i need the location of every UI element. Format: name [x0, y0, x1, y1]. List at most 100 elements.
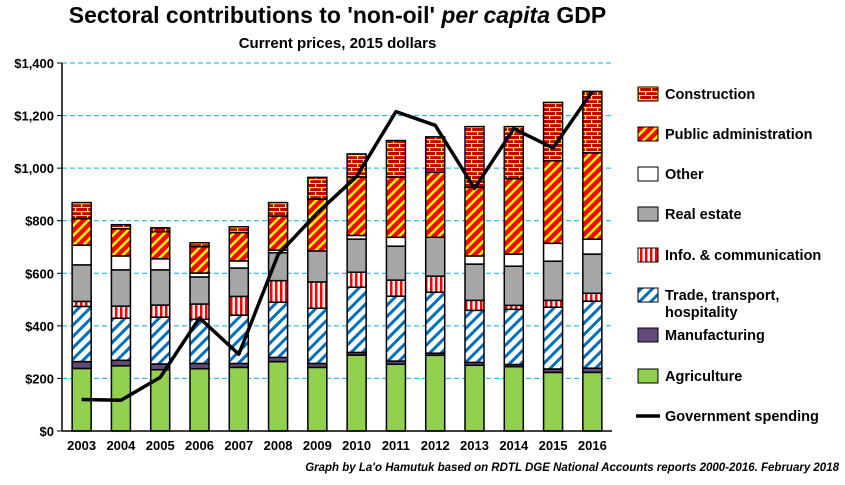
bar-segment-construction-2009 — [307, 176, 328, 200]
bar-segment-agriculture-2016 — [582, 371, 603, 432]
legend-label: Construction — [665, 87, 755, 103]
legend-swatch — [637, 86, 659, 102]
bar-segment-real-estate-2004 — [110, 269, 132, 307]
title-part: GDP — [549, 2, 607, 28]
bar-segment-other-2015 — [542, 242, 564, 262]
bar-segment-public-administration-2003 — [71, 217, 92, 246]
bar-segment-info-communication-2010 — [346, 271, 367, 288]
bar-segment-info-communication-2009 — [307, 281, 328, 309]
bar-segment-agriculture-2011 — [385, 363, 407, 432]
chart-footer: Graph by La'o Hamutuk based on RDTL DGE … — [305, 462, 839, 474]
bar-segment-agriculture-2009 — [307, 366, 328, 432]
bar-segment-trade-transport-hospitality-2004 — [110, 317, 132, 362]
bar-segment-manufacturing-2004 — [110, 359, 132, 367]
y-tick-label: $400 — [25, 319, 54, 334]
bar-segment-public-administration-2007 — [228, 231, 250, 262]
bar-segment-info-communication-2005 — [149, 304, 171, 318]
bar-segment-real-estate-2015 — [542, 260, 564, 302]
bar-segment-public-administration-2011 — [385, 176, 407, 239]
bar-segment-real-estate-2007 — [228, 267, 250, 298]
x-tick-label: 2005 — [146, 438, 175, 453]
bar-segment-agriculture-2014 — [503, 365, 525, 432]
bar-segment-trade-transport-hospitality-2010 — [346, 286, 367, 354]
y-tick-label: $200 — [25, 371, 54, 386]
legend-swatch — [637, 287, 659, 303]
bar-segment-construction-2004 — [110, 223, 132, 230]
y-tick-label: $1,200 — [14, 109, 54, 124]
legend-label: Trade, transport, hospitality — [665, 288, 779, 321]
bar-segment-real-estate-2011 — [385, 245, 407, 281]
bar-segment-agriculture-2013 — [464, 364, 485, 432]
bar-segment-trade-transport-hospitality-2008 — [267, 301, 289, 359]
y-tick-label: $1,400 — [14, 56, 54, 71]
bar-segment-real-estate-2009 — [307, 250, 328, 283]
bar-segment-agriculture-2007 — [228, 366, 250, 432]
bar-segment-other-2011 — [385, 236, 407, 247]
bar-segment-real-estate-2005 — [149, 269, 171, 306]
bar-segment-info-communication-2008 — [267, 279, 289, 303]
bar-segment-other-2014 — [503, 253, 525, 267]
x-tick-label: 2004 — [106, 438, 136, 453]
bar-segment-public-administration-2014 — [503, 177, 525, 255]
x-tick-label: 2016 — [578, 438, 607, 453]
bar-segment-agriculture-2010 — [346, 354, 367, 432]
bar-segment-trade-transport-hospitality-2003 — [71, 305, 92, 363]
bar-segment-info-communication-2012 — [424, 275, 446, 293]
title-part: Sectoral contributions to 'non-oil' — [68, 2, 442, 28]
bar-segment-agriculture-2008 — [267, 360, 289, 432]
bar-segment-other-2004 — [110, 255, 132, 271]
chart-subtitle: Current prices, 2015 dollars — [238, 35, 437, 52]
bar-segment-trade-transport-hospitality-2013 — [464, 309, 485, 364]
legend-swatch — [637, 247, 659, 263]
legend-label: Other — [665, 167, 704, 183]
bar-segment-public-administration-2013 — [464, 186, 485, 257]
bar-segment-agriculture-2012 — [424, 354, 446, 432]
bar-segment-construction-2014 — [503, 125, 525, 180]
bar-segment-trade-transport-hospitality-2015 — [542, 306, 564, 370]
legend-label: Public administration — [665, 127, 812, 143]
bar-segment-real-estate-2014 — [503, 265, 525, 307]
bar-segment-trade-transport-hospitality-2014 — [503, 308, 525, 366]
bar-segment-trade-transport-hospitality-2009 — [307, 307, 328, 365]
bar-segment-public-administration-2015 — [542, 160, 564, 245]
bar-segment-other-2016 — [582, 238, 603, 255]
bar-segment-construction-2006 — [189, 242, 210, 248]
bar-segment-other-2007 — [228, 260, 250, 269]
bar-segment-trade-transport-hospitality-2012 — [424, 291, 446, 354]
government-spending-line — [81, 90, 594, 402]
x-tick-label: 2007 — [224, 438, 253, 453]
bar-segment-public-administration-2010 — [346, 176, 367, 237]
bar-segment-public-administration-2012 — [424, 171, 446, 239]
bar-segment-manufacturing-2003 — [71, 360, 92, 370]
legend-swatch — [637, 327, 659, 343]
bar-segment-real-estate-2016 — [582, 253, 603, 295]
bar-segment-construction-2012 — [424, 136, 446, 173]
bar-segment-construction-2007 — [228, 226, 250, 234]
y-tick-label: $600 — [25, 266, 54, 281]
bar-segment-real-estate-2006 — [189, 276, 210, 305]
bar-segment-trade-transport-hospitality-2005 — [149, 316, 171, 365]
chart-title: Sectoral contributions to 'non-oil' per … — [0, 2, 675, 29]
y-tick-label: $800 — [25, 214, 54, 229]
bar-segment-construction-2015 — [542, 101, 564, 162]
bar-segment-public-administration-2006 — [189, 245, 210, 274]
bar-segment-real-estate-2013 — [464, 263, 485, 302]
bar-segment-other-2013 — [464, 255, 485, 265]
bar-segment-other-2003 — [71, 244, 92, 266]
y-tick-label: $0 — [40, 424, 54, 439]
x-tick-label: 2008 — [264, 438, 293, 453]
bar-segment-public-administration-2005 — [149, 231, 171, 260]
legend-label: Government spending — [665, 409, 819, 425]
bar-segment-trade-transport-hospitality-2011 — [385, 295, 407, 362]
x-tick-label: 2006 — [185, 438, 214, 453]
legend-label: Real estate — [665, 207, 742, 223]
title-italic-part: per capita — [441, 2, 550, 28]
legend-swatch — [637, 206, 659, 222]
bar-segment-construction-2005 — [149, 227, 171, 233]
x-tick-label: 2015 — [539, 438, 568, 453]
bar-segment-trade-transport-hospitality-2016 — [582, 300, 603, 369]
x-tick-label: 2003 — [67, 438, 96, 453]
x-tick-label: 2010 — [342, 438, 371, 453]
legend-label: Agriculture — [665, 369, 742, 385]
x-tick-label: 2011 — [382, 438, 410, 453]
